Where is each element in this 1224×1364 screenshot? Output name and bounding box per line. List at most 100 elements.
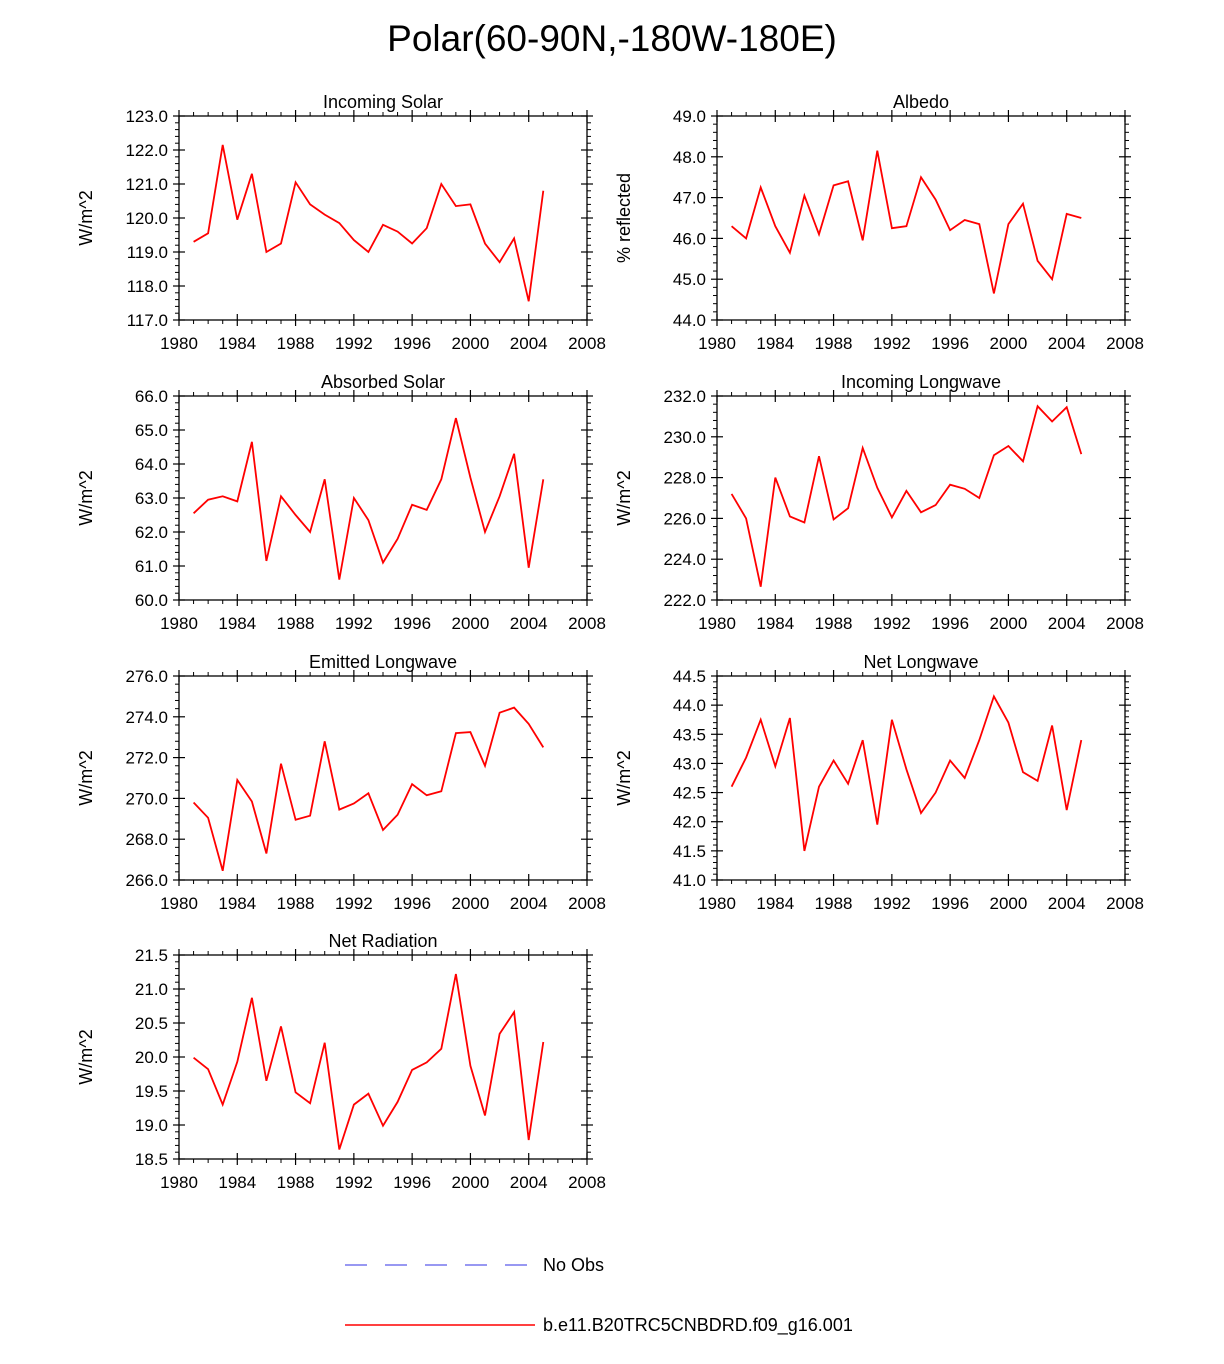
x-tick-label: 2004 [1048, 614, 1086, 633]
x-tick-label: 2000 [452, 334, 490, 353]
plot-frame [716, 395, 1126, 601]
y-tick-label: 19.0 [135, 1116, 168, 1135]
x-tick-label: 2000 [990, 614, 1028, 633]
x-tick-label: 1992 [335, 894, 373, 913]
series-line-0 [731, 150, 1082, 294]
y-tick-label: 49.0 [673, 107, 706, 126]
y-tick-label: 19.5 [135, 1082, 168, 1101]
x-tick-label: 1980 [698, 614, 736, 633]
x-tick-label: 1980 [160, 894, 198, 913]
y-tick-label: 272.0 [125, 749, 168, 768]
x-tick-label: 1996 [931, 894, 969, 913]
y-tick-label: 44.0 [673, 696, 706, 715]
x-tick-label: 2008 [568, 1173, 606, 1192]
y-tick-label: 41.0 [673, 871, 706, 890]
y-tick-label: 117.0 [127, 311, 168, 330]
y-axis-label: W/m^2 [76, 190, 96, 245]
y-tick-label: 62.0 [135, 523, 168, 542]
legend-entry-no-obs: No Obs [345, 1254, 604, 1276]
y-tick-label: 66.0 [135, 387, 168, 406]
x-tick-label: 2004 [510, 614, 548, 633]
legend-label-no-obs: No Obs [543, 1254, 605, 1275]
y-tick-label: 41.5 [673, 842, 706, 861]
x-tick-label: 1980 [160, 1173, 198, 1192]
series-line-0 [730, 694, 1083, 852]
x-tick-label: 2004 [510, 334, 548, 353]
y-axis-label: W/m^2 [76, 470, 96, 525]
series-line-0 [193, 973, 545, 1150]
y-tick-label: 118.0 [127, 277, 168, 296]
y-tick-label: 121.0 [125, 175, 168, 194]
x-tick-label: 2008 [568, 334, 606, 353]
y-tick-label: 42.5 [673, 784, 706, 803]
x-tick-label: 1980 [160, 614, 198, 633]
x-tick-label: 1996 [393, 894, 431, 913]
y-tick-label: 226.0 [663, 509, 706, 528]
x-tick-label: 2000 [990, 894, 1028, 913]
y-tick-label: 45.0 [673, 270, 706, 289]
x-tick-label: 2004 [510, 1173, 548, 1192]
x-tick-label: 2008 [1106, 334, 1144, 353]
series-line-0 [730, 404, 1083, 587]
y-tick-label: 230.0 [663, 428, 706, 447]
x-tick-label: 1996 [393, 334, 431, 353]
y-tick-label: 20.5 [135, 1014, 168, 1033]
x-tick-label: 1984 [218, 614, 256, 633]
legend-entry-model: b.e11.B20TRC5CNBDRD.f09_g16.001 [345, 1314, 853, 1336]
x-tick-label: 1980 [698, 334, 736, 353]
x-tick-label: 2000 [990, 334, 1028, 353]
chart-panel-6: Net Radiation W/m^2 18.5 19.0 19.5 20.0 20.5 21… [76, 931, 606, 1192]
x-tick-label: 1988 [277, 334, 315, 353]
x-tick-label: 1996 [931, 334, 969, 353]
y-axis-label: W/m^2 [76, 750, 96, 805]
x-tick-label: 1984 [756, 614, 794, 633]
y-tick-label: 60.0 [135, 591, 168, 610]
chart-panel-2: Absorbed Solar W/m^2 60.0 61.0 62.0 63.0 64.0 6… [76, 372, 606, 633]
x-tick-label: 1992 [335, 1173, 373, 1192]
y-tick-label: 20.0 [135, 1048, 168, 1067]
chart-panel-0: Incoming Solar W/m^2 117.0 118.0 119.0 120.0 1… [76, 92, 606, 353]
chart-panel-3: Incoming Longwave W/m^2 222.0 224.0 226.0 228… [614, 372, 1144, 633]
plot-frame [716, 115, 1126, 321]
y-axis-label: W/m^2 [614, 750, 634, 805]
plot-frame [178, 954, 588, 1160]
x-tick-label: 1988 [815, 614, 853, 633]
x-tick-label: 1980 [160, 334, 198, 353]
chart-title: Net Longwave [863, 652, 978, 672]
x-tick-label: 2004 [510, 894, 548, 913]
y-tick-label: 42.0 [673, 813, 706, 832]
x-tick-label: 2008 [568, 614, 606, 633]
y-tick-label: 228.0 [663, 469, 706, 488]
chart-title: Emitted Longwave [309, 652, 457, 672]
x-tick-label: 1992 [335, 334, 373, 353]
y-tick-label: 18.5 [135, 1150, 168, 1169]
y-tick-label: 123.0 [125, 107, 168, 126]
x-tick-label: 2004 [1048, 334, 1086, 353]
x-tick-label: 2008 [1106, 894, 1144, 913]
y-tick-label: 21.0 [135, 980, 168, 999]
y-tick-label: 270.0 [125, 789, 168, 808]
x-tick-label: 2000 [452, 614, 490, 633]
y-tick-label: 232.0 [663, 387, 706, 406]
legend-solid-line-icon [345, 1324, 535, 1326]
y-tick-label: 65.0 [135, 421, 168, 440]
legend-label-model: b.e11.B20TRC5CNBDRD.f09_g16.001 [543, 1314, 853, 1335]
y-tick-label: 119.0 [127, 243, 168, 262]
series-line-0 [192, 417, 545, 580]
y-axis-label: W/m^2 [76, 1029, 96, 1084]
y-tick-label: 44.0 [673, 311, 706, 330]
x-tick-label: 1984 [756, 894, 794, 913]
y-tick-label: 120.0 [125, 209, 168, 228]
y-tick-label: 268.0 [125, 830, 168, 849]
x-tick-label: 1988 [277, 614, 315, 633]
y-axis-label: % reflected [614, 173, 634, 263]
y-tick-label: 276.0 [125, 667, 168, 686]
y-tick-label: 43.5 [673, 725, 706, 744]
x-tick-label: 1988 [277, 1173, 315, 1192]
chart-panel-5: Net Longwave W/m^2 41.0 41.5 42.0 42.5 43.0 43.… [614, 652, 1144, 913]
x-tick-label: 1996 [931, 614, 969, 633]
y-tick-label: 63.0 [135, 489, 168, 508]
x-tick-label: 2000 [452, 894, 490, 913]
chart-title: Albedo [893, 92, 949, 112]
